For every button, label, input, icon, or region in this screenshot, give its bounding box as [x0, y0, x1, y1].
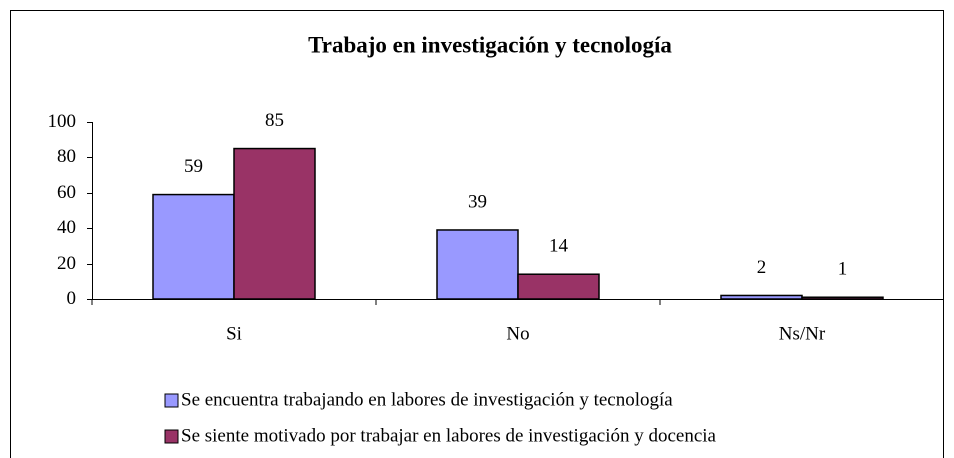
legend-label: Se siente motivado por trabajar en labor… — [181, 425, 717, 446]
bar — [436, 229, 519, 300]
data-label: 1 — [838, 259, 848, 280]
data-label: 14 — [549, 236, 569, 257]
bar — [720, 294, 803, 300]
bar — [517, 273, 600, 300]
data-label: 59 — [184, 156, 203, 177]
y-tick-label: 100 — [48, 111, 77, 132]
bar — [152, 193, 235, 300]
y-tick-label: 40 — [57, 217, 76, 238]
data-label: 2 — [757, 257, 767, 278]
y-tick-label: 20 — [57, 253, 76, 274]
legend-swatch — [164, 429, 179, 444]
bar — [233, 147, 316, 300]
data-label: 39 — [468, 191, 487, 212]
chart-border — [10, 10, 944, 458]
x-tick-label: Si — [226, 323, 242, 344]
legend-label: Se encuentra trabajando en labores de in… — [181, 389, 673, 410]
x-tick-label: No — [506, 323, 529, 344]
y-tick-label: 60 — [57, 182, 76, 203]
bar — [801, 296, 884, 300]
y-tick-label: 0 — [67, 288, 77, 309]
data-label: 85 — [265, 110, 284, 131]
y-tick-label: 80 — [57, 146, 76, 167]
legend-swatch — [164, 393, 179, 408]
x-tick-label: Ns/Nr — [779, 323, 826, 344]
chart-title: Trabajo en investigación y tecnología — [308, 32, 672, 57]
